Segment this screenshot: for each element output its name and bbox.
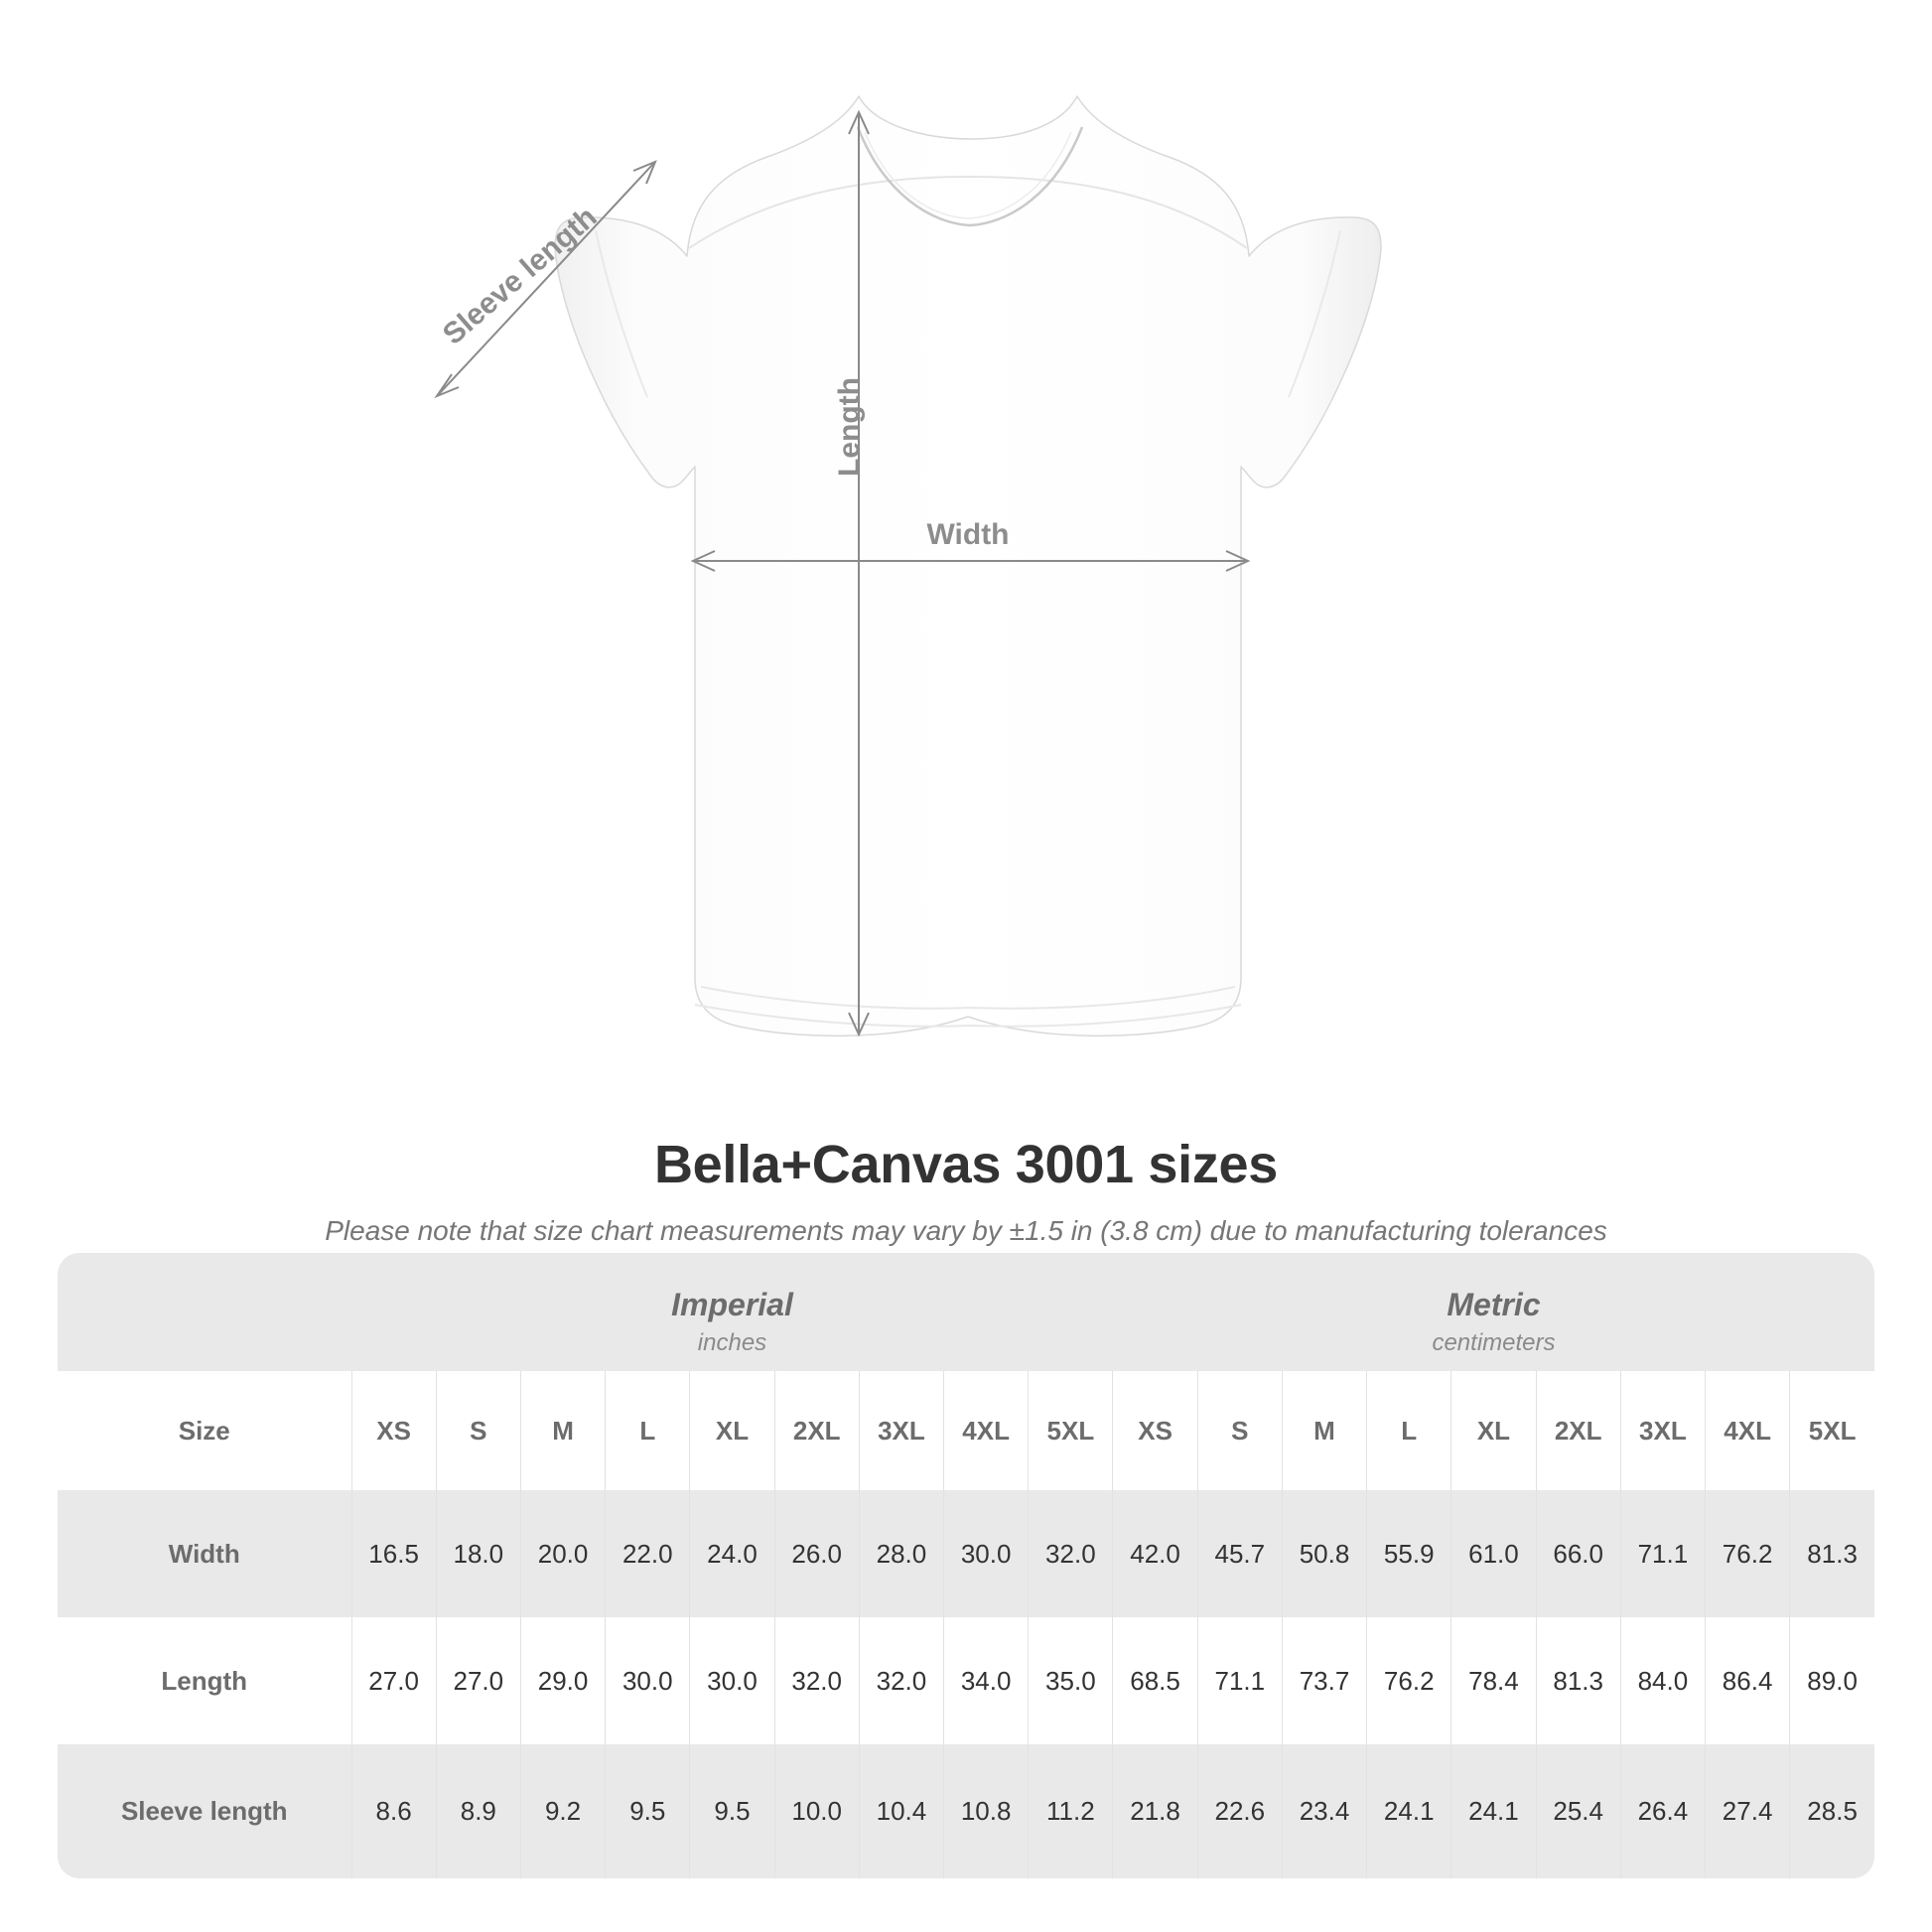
svg-text:Width: Width: [926, 518, 1009, 551]
svg-text:Length: Length: [833, 377, 866, 477]
